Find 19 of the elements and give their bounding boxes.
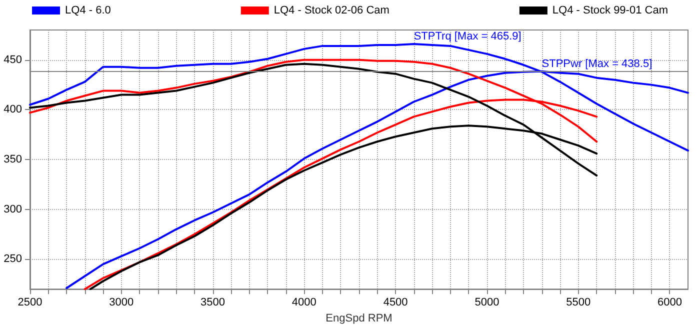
legend-label: LQ4 - Stock 02-06 Cam <box>274 4 390 16</box>
legend-label: LQ4 - Stock 99-01 Cam <box>552 4 668 16</box>
x-tick-label: 5500 <box>566 296 591 309</box>
x-tick-label: 4500 <box>383 296 408 309</box>
x-axis-title: EngSpd RPM <box>326 312 392 324</box>
y-tick-label: 350 <box>4 154 22 166</box>
x-tick-label: 4000 <box>292 296 316 309</box>
x-tick-label: 3500 <box>200 296 226 309</box>
y-tick-label: 400 <box>4 104 22 116</box>
legend-label: LQ4 - 6.0 <box>65 4 111 16</box>
annotation: STPPwr [Max = 438.5] <box>542 58 652 70</box>
y-tick-label: 300 <box>4 203 22 216</box>
annotation: STPTrq [Max = 465.9] <box>414 30 522 43</box>
x-tick-label: 3000 <box>109 296 134 309</box>
x-tick-label: 5000 <box>474 296 500 309</box>
x-tick-label: 6000 <box>657 296 682 309</box>
y-tick-label: 250 <box>4 253 22 266</box>
x-tick-label: 2500 <box>18 296 42 309</box>
y-tick-label: 450 <box>4 54 22 66</box>
